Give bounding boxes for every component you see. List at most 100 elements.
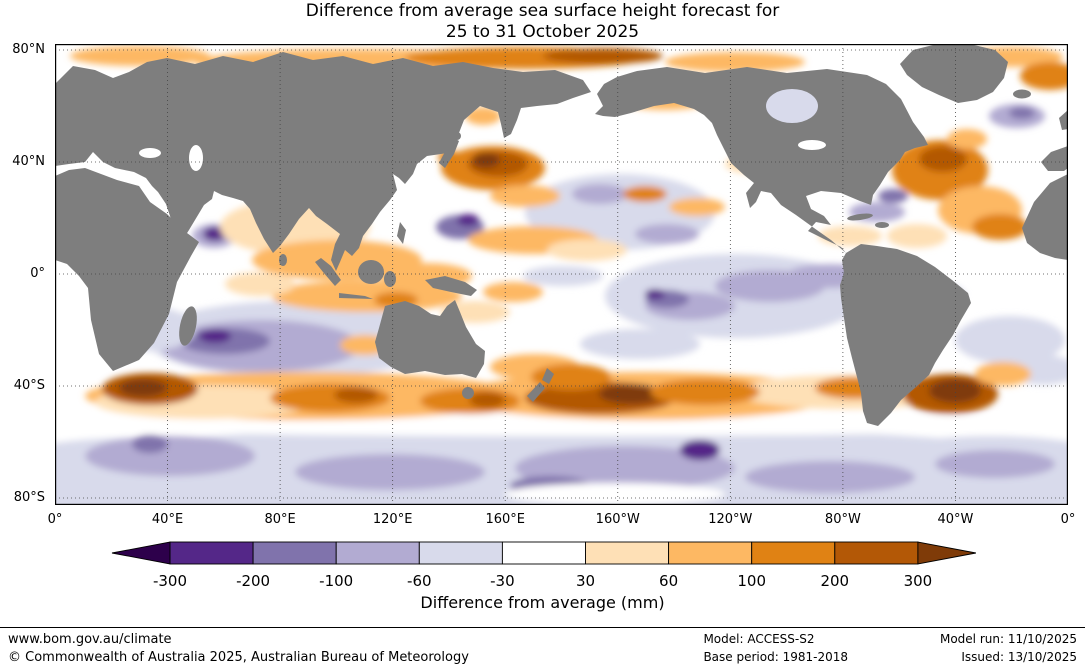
colorbar-segment [169, 541, 254, 565]
lon-tick-label: 160°E [485, 512, 525, 527]
anomaly-blob [645, 289, 665, 299]
issued-label: Issued: 13/10/2025 [961, 649, 1077, 664]
anomaly-blob [523, 266, 603, 286]
longitude-axis: 0° 40°E 80°E 120°E 160°E 160°W 120°W 80°W 40°W 0° [48, 510, 1076, 528]
landmasses [55, 44, 1068, 426]
landmass-iberia-sliver [1041, 146, 1068, 171]
lat-tick-label: 40°S [13, 378, 45, 393]
anomaly-blob [132, 435, 168, 453]
latitude-axis: 80°N 40°N 0° 40°S 80°S [0, 42, 50, 505]
lon-tick-label: 80°E [264, 512, 296, 527]
anomaly-blob [669, 198, 725, 216]
colorbar-segment [501, 541, 586, 565]
model-run-label: Model run: 11/10/2025 [939, 632, 1077, 646]
lon-tick-label: 0° [1060, 512, 1076, 527]
landmass-eurasia [55, 52, 591, 271]
anomaly-blob [745, 461, 915, 493]
model-label: Model: ACCESS-S2 [703, 632, 815, 646]
anomaly-blob [85, 436, 255, 476]
anomaly-blob [547, 239, 627, 261]
map-area [55, 44, 1068, 505]
base-period-label: Base period: 1981-2018 [703, 649, 848, 664]
colorbar-tick-label: 100 [737, 572, 766, 590]
lat-tick-label: 0° [30, 266, 45, 281]
landmass-new-zealand-north [542, 368, 554, 384]
footer-model-info: Model: ACCESS-S2 Base period: 1981-2018 [703, 631, 848, 666]
anomaly-blob [1020, 62, 1068, 90]
website-url: www.bom.gov.au/climate [8, 632, 172, 647]
landmass-greenland [900, 44, 1008, 103]
lon-tick-label: 120°W [708, 512, 753, 527]
colorbar-segment [834, 541, 919, 565]
anomaly-blob [295, 454, 485, 490]
anomaly-blob [543, 48, 663, 64]
colorbar-tick-label: -30 [490, 572, 515, 590]
landmass-new-zealand-south [527, 382, 545, 402]
anomaly-blob [665, 52, 805, 72]
colorbar-arrow-low [111, 541, 171, 565]
anomaly-blob [483, 282, 543, 302]
copyright-text: © Commonwealth of Australia 2025, Austra… [8, 649, 469, 665]
landmass-java [339, 293, 373, 299]
chart-title-line1: Difference from average sea surface heig… [305, 1, 780, 21]
landmass-philippines [397, 222, 406, 244]
anomaly-blob [490, 185, 560, 207]
footer: www.bom.gov.au/climate © Commonwealth of… [0, 627, 1085, 666]
landmass-iceland [1013, 89, 1031, 99]
lat-tick-label: 80°N [12, 42, 45, 57]
colorbar-segment [418, 541, 503, 565]
anomaly-blob [465, 107, 501, 125]
lon-tick-label: 0° [47, 512, 63, 527]
landmass-hokkaido [453, 132, 461, 140]
lat-tick-label: 40°N [12, 154, 45, 169]
colorbar-segment [668, 541, 753, 565]
anomaly-blob [955, 316, 1065, 364]
colorbar-caption: Difference from average (mm) [420, 593, 665, 612]
anomaly-blob [599, 384, 663, 404]
landmass-south-america [840, 244, 971, 426]
landmass-new-guinea [425, 276, 477, 296]
colorbar-tick-label: 30 [576, 572, 595, 590]
landmass-north-america [595, 67, 928, 253]
great-lakes [798, 140, 826, 150]
anomaly-blob [635, 224, 699, 244]
anomaly-blob [472, 152, 500, 168]
hudson-bay [766, 89, 818, 123]
colorbar: -300 -200 -100 -60 -30 30 60 100 200 300 [111, 541, 976, 590]
landmass-borneo [358, 260, 384, 284]
anomaly-blob [469, 392, 505, 408]
colorbar-tick-label: -200 [236, 572, 270, 590]
anomaly-blob [887, 224, 947, 248]
landmass-africa [55, 168, 199, 371]
world-map [55, 44, 1068, 505]
anomaly-blob [975, 362, 1031, 386]
landmass-sri-lanka [279, 254, 287, 266]
landmass-australia [375, 300, 485, 378]
anomaly-blob [680, 440, 720, 460]
colorbar-segment [751, 541, 836, 565]
anomaly-blob [572, 184, 628, 204]
lon-tick-label: 40°W [937, 512, 974, 527]
black-sea [139, 148, 161, 158]
landmass-uk-sliver [1059, 110, 1068, 130]
anomaly-field [55, 46, 1068, 505]
inland-water [139, 89, 826, 171]
colorbar-segment [585, 541, 670, 565]
chart-title: Difference from average sea surface heig… [0, 1, 1085, 43]
landmass-hispaniola [875, 222, 889, 228]
caspian-sea [189, 145, 203, 171]
colorbar-tick-label: 200 [820, 572, 849, 590]
lat-tick-label: 80°S [13, 490, 45, 505]
colorbar-tick-label: 60 [659, 572, 678, 590]
landmass-west-africa-sliver [1022, 174, 1068, 260]
anomaly-blob [334, 387, 378, 403]
lon-tick-label: 160°W [595, 512, 640, 527]
anomaly-blob [947, 129, 987, 149]
anomaly-blob [623, 186, 667, 202]
colorbar-arrow-high [917, 541, 976, 565]
colorbar-tick-label: -60 [407, 572, 432, 590]
anomaly-blob [457, 214, 479, 226]
anomaly-blob [505, 483, 725, 505]
colorbar-segment [335, 541, 420, 565]
